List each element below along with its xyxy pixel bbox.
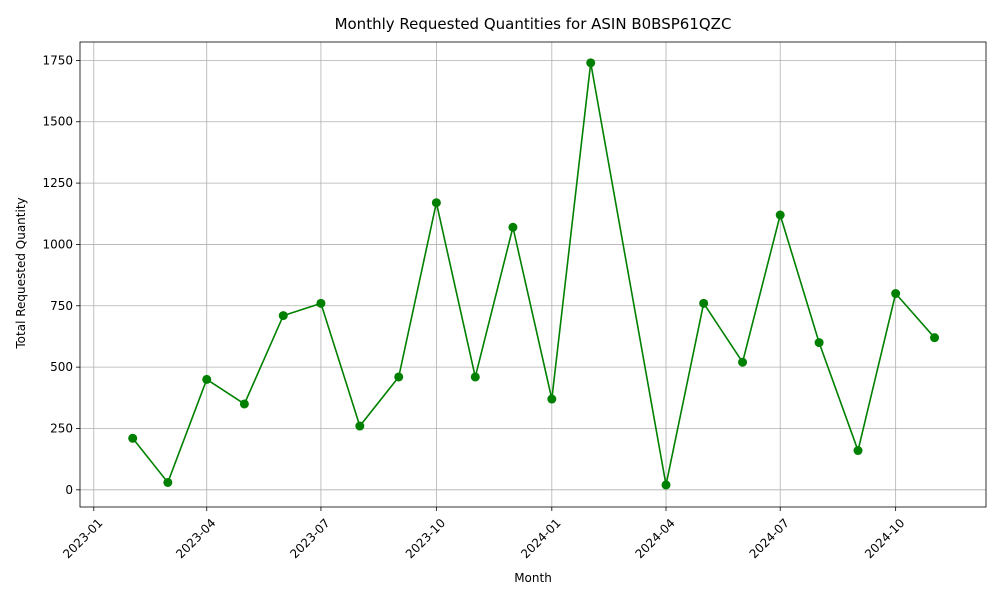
data-point: [316, 298, 326, 308]
y-axis-ticks: 0 250 500 750 1000 1250 1500 1750: [42, 53, 80, 497]
y-tick-label: 1250: [42, 176, 73, 190]
y-tick-label: 500: [50, 360, 73, 374]
data-point: [738, 357, 748, 367]
data-point: [508, 222, 518, 232]
data-point: [699, 298, 709, 308]
data-point: [547, 394, 557, 404]
y-tick-label: 1000: [42, 237, 73, 251]
data-point: [278, 311, 288, 321]
data-point: [853, 446, 863, 456]
chart-title: Monthly Requested Quantities for ASIN B0…: [335, 15, 732, 33]
data-point: [470, 372, 480, 382]
y-tick-label: 1750: [42, 53, 73, 67]
axes-frame: [79, 41, 987, 508]
data-point: [202, 374, 212, 384]
data-point: [661, 480, 671, 490]
data-point: [163, 477, 173, 487]
data-point: [239, 399, 249, 409]
grid-lines: [80, 42, 986, 507]
data-point: [891, 289, 901, 299]
data-point: [431, 198, 441, 208]
data-point: [355, 421, 365, 431]
y-tick-label: 750: [50, 299, 73, 313]
data-point: [775, 210, 785, 220]
y-tick-label: 0: [65, 483, 73, 497]
y-tick-label: 1500: [42, 115, 73, 129]
data-point: [814, 338, 824, 348]
y-tick-label: 250: [50, 421, 73, 435]
data-point: [394, 372, 404, 382]
y-axis-label: Total Requested Quantity: [14, 197, 28, 349]
plot-area-border: [79, 41, 987, 508]
data-point: [586, 58, 596, 68]
x-axis-label: Month: [514, 571, 552, 585]
data-point: [930, 333, 940, 343]
data-point: [128, 433, 138, 443]
series-quantity: [128, 58, 940, 490]
